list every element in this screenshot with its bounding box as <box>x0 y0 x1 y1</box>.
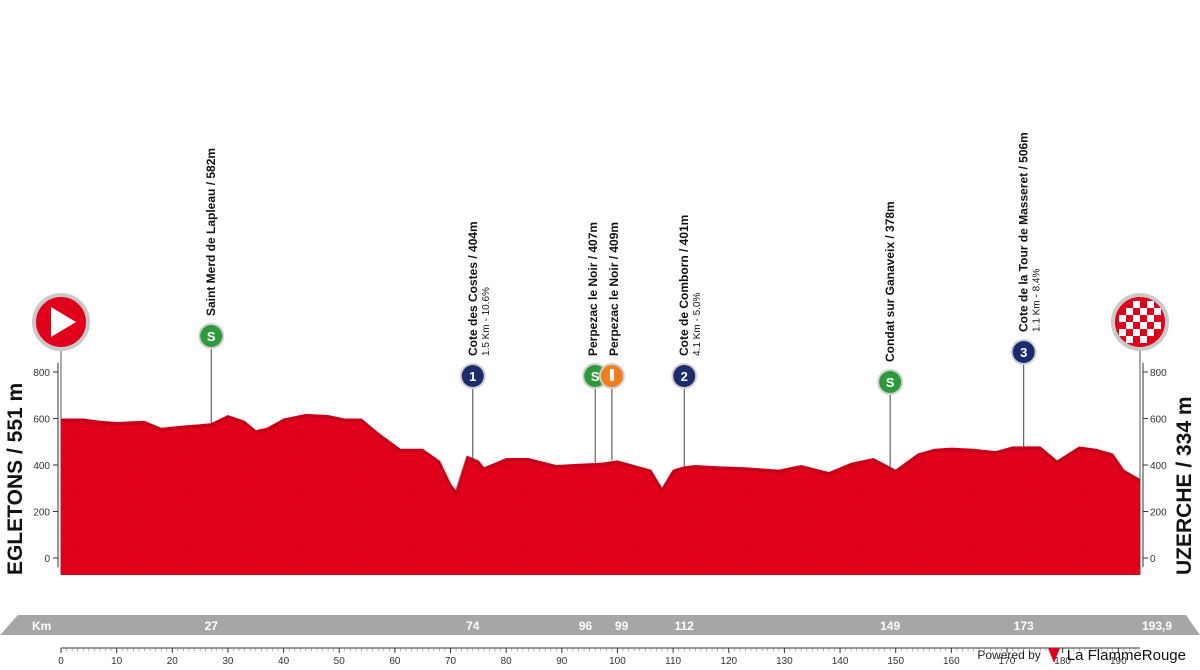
km-marker-label: 27 <box>205 619 219 633</box>
elevation-ridge <box>61 414 1141 496</box>
brand-name: La FlammeRouge <box>1066 646 1186 664</box>
x-tick-label: 170 <box>999 656 1016 667</box>
start-icon <box>32 293 90 575</box>
x-tick-label: 180 <box>1054 656 1071 667</box>
x-tick-label: 110 <box>665 656 681 667</box>
y-tick-label: 200 <box>1150 508 1167 519</box>
km-axis-title: Km <box>32 619 51 633</box>
x-tick-label: 130 <box>776 656 793 667</box>
y-tick-label: 0 <box>1150 554 1156 565</box>
powered-by-text: Powered by <box>977 648 1041 662</box>
climb-category-label: S <box>591 369 600 384</box>
start-location-label: EGLETONS / 551 m <box>4 383 27 575</box>
x-tick-label: 100 <box>609 656 626 667</box>
finish-flag-icon <box>1111 293 1169 575</box>
x-tick-label: 70 <box>445 656 457 667</box>
y-tick-label: 600 <box>33 415 50 426</box>
climb-marker: S Perpezac le Noir / 407m <box>582 222 609 463</box>
climb-name: Cote des Costes / 404m <box>466 221 480 356</box>
km-marker-label: 74 <box>466 619 480 633</box>
km-marker-label: 99 <box>615 619 629 633</box>
climb-category-label: 3 <box>1020 345 1027 360</box>
footer: Powered by La FlammeRouge <box>977 644 1186 666</box>
x-tick-label: 10 <box>111 656 123 667</box>
x-tick-label: 120 <box>720 656 737 667</box>
y-axis-left: 0 200 400 600 800 <box>33 362 59 568</box>
y-tick-label: 600 <box>1150 415 1167 426</box>
climb-category-label: S <box>207 329 216 344</box>
climb-marker: 2 Cote de Comborn / 401m 4.1 Km - 5.0% <box>671 215 703 467</box>
x-tick-label: 50 <box>334 656 346 667</box>
climb-category-label: 1 <box>469 369 476 384</box>
climb-detail: 4.1 Km - 5.0% <box>692 293 703 356</box>
x-tick-label: 40 <box>278 656 290 667</box>
climb-name: Perpezac le Noir / 407m <box>586 222 600 356</box>
climb-marker: S Condat sur Ganaveix / 378m <box>877 201 904 470</box>
km-marker-label: 96 <box>579 619 593 633</box>
climb-category-label: S <box>886 375 895 390</box>
x-tick-label: 190 <box>1110 656 1127 667</box>
x-tick-label: 0 <box>58 656 64 667</box>
elevation-profile <box>61 413 1141 575</box>
elevation-area <box>61 413 1140 575</box>
x-tick-label: 20 <box>167 656 179 667</box>
climb-name: Perpezac le Noir / 409m <box>607 222 621 356</box>
km-marker-label: 193,9 <box>1142 619 1172 633</box>
y-tick-label: 200 <box>33 508 50 519</box>
y-tick-label: 800 <box>1150 368 1167 379</box>
x-tick-label: 60 <box>389 656 401 667</box>
x-tick-label: 30 <box>222 656 234 667</box>
climb-marker: Perpezac le Noir / 409m <box>598 222 625 461</box>
climb-name: Condat sur Ganaveix / 378m <box>883 201 897 362</box>
climb-name: Saint Merd de Lapleau / 582m <box>204 148 218 316</box>
km-marker-label: 149 <box>880 619 900 633</box>
y-tick-label: 0 <box>44 554 50 565</box>
y-tick-label: 800 <box>33 368 50 379</box>
x-axis: 0 10 20 30 40 50 60 70 80 90 100 110 120 130 140 150 160… <box>58 648 1136 667</box>
finish-location-label: UZERCHE / 334 m <box>1173 396 1196 575</box>
flame-logo-icon <box>1047 648 1060 663</box>
x-tick-label: 140 <box>832 656 849 667</box>
km-marker-label: 112 <box>675 619 695 633</box>
climb-detail: 1.1 Km - 8.4% <box>1032 269 1043 332</box>
climb-detail: 1.5 Km - 10.6% <box>481 287 492 356</box>
km-marker-label: 173 <box>1014 619 1034 633</box>
x-tick-label: 150 <box>887 656 904 667</box>
climb-marker: S Saint Merd de Lapleau / 582m <box>198 148 225 424</box>
y-tick-label: 400 <box>33 461 50 472</box>
x-tick-label: 90 <box>556 656 568 667</box>
x-tick-label: 160 <box>943 656 960 667</box>
climb-name: Cote de Comborn / 401m <box>677 215 691 356</box>
climb-marker: 3 Cote de la Tour de Masseret / 506m 1.1 K… <box>1010 132 1043 447</box>
y-tick-label: 400 <box>1150 461 1167 472</box>
climb-marker: 1 Cote des Costes / 404m 1.5 Km - 10.6% <box>459 221 492 461</box>
km-markers: 27 74 96 99 112 149 173 193,9 <box>205 619 1173 633</box>
climb-markers: S Saint Merd de Lapleau / 582m 1 Cote des C… <box>198 132 1043 470</box>
climb-category-label: 2 <box>681 369 688 384</box>
y-axis-right: 0 200 400 600 800 <box>1142 362 1167 568</box>
km-bar <box>0 615 1200 635</box>
climb-name: Cote de la Tour de Masseret / 506m <box>1017 132 1031 332</box>
x-tick-label: 80 <box>501 656 513 667</box>
